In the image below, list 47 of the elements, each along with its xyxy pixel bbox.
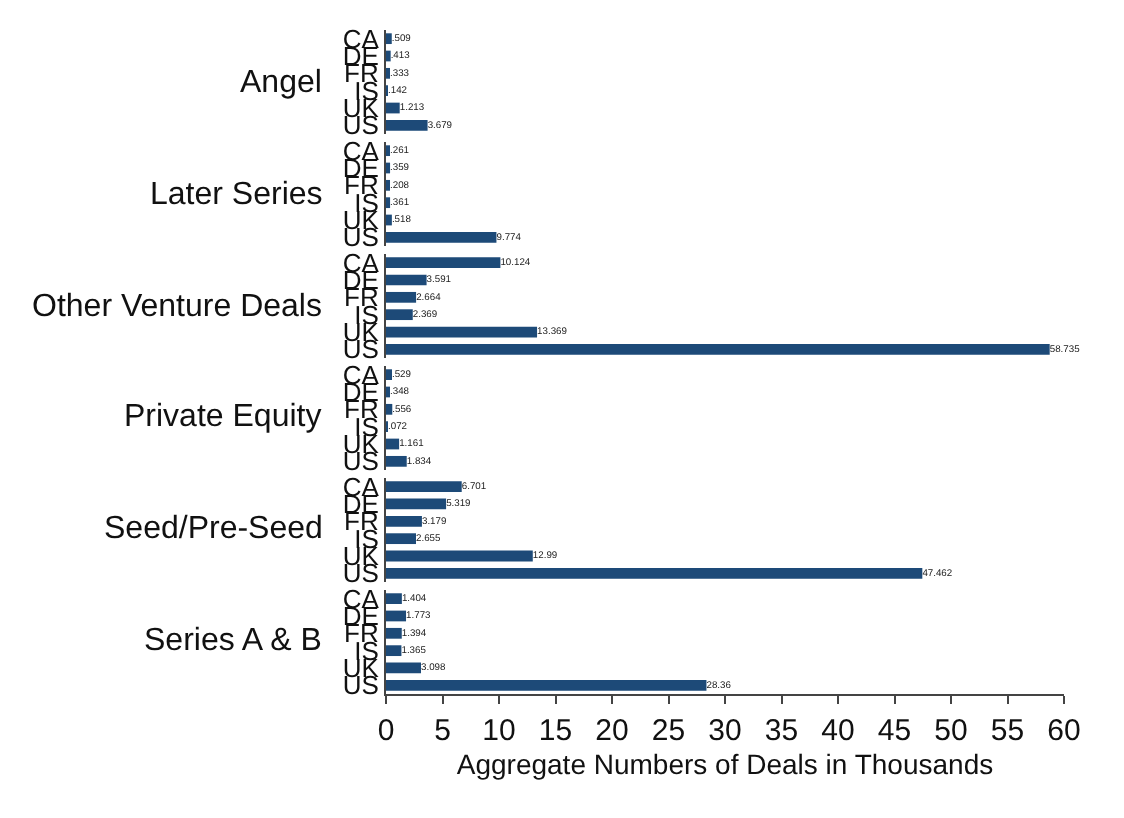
text: Later Series <box>150 178 323 212</box>
x-tick-label: 40 <box>821 714 855 748</box>
x-axis-title: Aggregate Numbers of Deals in Thousands <box>456 748 994 780</box>
bar <box>386 102 400 114</box>
bar <box>386 403 393 415</box>
bar <box>386 291 417 303</box>
text: Angel <box>240 66 322 100</box>
bar <box>386 33 392 45</box>
bar <box>386 515 422 527</box>
bar <box>386 257 501 269</box>
bar <box>386 309 413 321</box>
bar <box>386 627 402 639</box>
bar <box>386 455 407 467</box>
bar <box>386 231 497 243</box>
bar <box>386 326 538 338</box>
bar <box>386 274 427 286</box>
bar <box>386 679 707 691</box>
x-tick-label: 50 <box>934 714 968 748</box>
bar <box>386 610 407 622</box>
bar <box>386 567 923 579</box>
x-tick-label: 30 <box>708 714 742 748</box>
text: Series A & B <box>144 624 322 658</box>
x-tick-label: 60 <box>1047 714 1081 748</box>
bar <box>386 438 400 450</box>
bar <box>386 533 416 545</box>
x-tick-label: 55 <box>990 714 1025 748</box>
bar <box>386 662 421 674</box>
bar <box>386 343 1050 355</box>
text: Private Equity <box>124 400 322 434</box>
x-tick-label: 15 <box>538 714 573 748</box>
bar <box>386 214 392 226</box>
x-tick-label: 20 <box>595 714 629 748</box>
text: Seed/Pre-Seed <box>104 512 323 546</box>
bar <box>386 645 402 657</box>
text: Other Venture Deals <box>32 290 322 324</box>
bar <box>386 119 428 131</box>
x-tick-label: 45 <box>877 714 912 748</box>
x-tick-label: 5 <box>434 714 451 748</box>
bar <box>386 369 392 381</box>
x-tick-label: 10 <box>482 714 516 748</box>
x-tick-label: 35 <box>764 714 799 748</box>
bar <box>386 481 462 493</box>
bar <box>386 593 402 605</box>
bar <box>386 498 447 510</box>
bar <box>386 550 533 562</box>
x-tick-label: 25 <box>651 714 686 748</box>
x-tick-label: 0 <box>377 714 395 748</box>
